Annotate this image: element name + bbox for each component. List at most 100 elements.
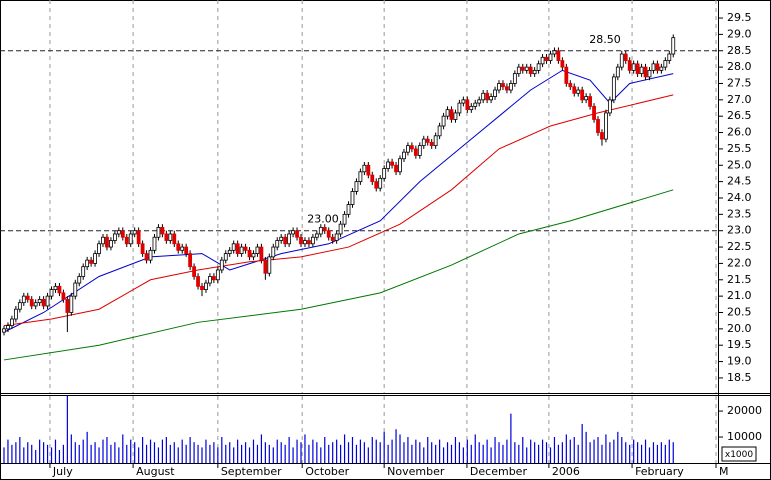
y-tick-label: 21.5	[727, 273, 752, 286]
candle-body	[596, 119, 600, 133]
candle-body	[295, 230, 299, 238]
candle-body	[417, 145, 422, 156]
candle-body	[528, 66, 533, 75]
candle-body	[45, 295, 50, 307]
candle-body	[184, 246, 189, 255]
candle-body	[188, 253, 193, 268]
candle-body	[136, 230, 141, 245]
volume-bar	[268, 444, 270, 463]
candle-body	[532, 69, 537, 75]
volume-bar	[86, 431, 88, 463]
candle-body	[390, 161, 394, 166]
volume-bar	[450, 444, 453, 463]
candle-body	[386, 161, 391, 169]
candle-body	[33, 302, 38, 307]
volume-bar	[58, 450, 61, 463]
volume-bar	[46, 444, 49, 463]
candle-body	[275, 240, 280, 248]
volume-bar	[589, 442, 591, 463]
volume-bar	[229, 442, 231, 463]
volume-bar	[625, 442, 627, 463]
candle-body	[350, 191, 355, 205]
y-tick-label: 22.5	[727, 240, 752, 253]
candle-body	[132, 230, 137, 235]
candle-body	[461, 99, 466, 104]
volume-bar	[252, 439, 255, 463]
y-tick-label: 19.0	[727, 355, 752, 368]
y-tick-label: 24.5	[727, 175, 752, 188]
volume-bar	[66, 395, 68, 463]
volume-bar	[561, 442, 563, 463]
volume-bar	[300, 442, 302, 463]
candle-body	[457, 102, 462, 114]
candle-body	[180, 246, 185, 251]
candle-body	[600, 132, 604, 140]
candle-body	[655, 63, 660, 71]
candle-body	[29, 299, 34, 307]
candle-body	[409, 145, 414, 150]
candle-body	[25, 295, 30, 300]
candle-body	[382, 168, 387, 179]
volume-bar	[43, 442, 45, 463]
candle-body	[156, 227, 161, 238]
candle-body	[607, 99, 612, 114]
candle-body	[124, 236, 129, 245]
volume-bar	[39, 439, 41, 463]
candle-body	[299, 236, 303, 245]
volume-bar	[557, 444, 560, 463]
candle-body	[208, 276, 212, 284]
volume-bar	[185, 444, 187, 463]
volume-bar	[94, 442, 96, 463]
x-tick-label: 2006	[552, 465, 580, 478]
volume-bar	[486, 439, 488, 463]
candle-body	[354, 181, 359, 192]
volume-bar	[260, 434, 263, 463]
candle-body	[493, 89, 497, 97]
volume-bar	[153, 442, 156, 463]
volume-bar	[648, 447, 651, 463]
volume-bar	[54, 439, 57, 463]
candle-body	[623, 53, 628, 61]
candle-body	[667, 53, 672, 61]
unit-label: x1000	[725, 450, 754, 460]
annotation-label: 28.50	[589, 33, 621, 46]
candle-body	[441, 115, 446, 127]
candle-body	[287, 233, 292, 245]
volume-bar	[585, 431, 587, 463]
volume-bar	[78, 444, 80, 463]
volume-bar	[15, 442, 17, 463]
volume-bar	[205, 439, 207, 463]
volume-bar	[138, 447, 140, 463]
volume-bar	[343, 434, 346, 463]
volume-bar	[114, 442, 116, 463]
y-tick-label: 24.0	[727, 191, 752, 204]
candle-body	[97, 243, 101, 255]
volume-bar	[7, 439, 9, 463]
volume-bar	[458, 442, 461, 463]
volume-bar	[538, 444, 540, 463]
y-tick-label: 20.5	[727, 305, 752, 318]
candle-body	[465, 99, 470, 111]
volume-bar	[173, 442, 175, 463]
volume-bar	[304, 434, 306, 463]
candle-body	[615, 66, 620, 78]
candle-body	[453, 112, 458, 120]
volume-bar	[118, 447, 120, 463]
volume-bar	[324, 437, 326, 463]
candle-body	[406, 145, 410, 153]
volume-bar	[209, 444, 211, 463]
candle-body	[215, 269, 220, 281]
candle-body	[544, 56, 549, 61]
candle-body	[112, 233, 117, 241]
candle-body	[164, 233, 169, 241]
volume-bar	[347, 442, 350, 463]
volume-bar	[225, 444, 227, 463]
candle-body	[366, 164, 371, 176]
volume-bar	[102, 439, 104, 463]
candle-body	[263, 259, 268, 274]
volume-bar	[431, 442, 433, 463]
candle-body	[69, 295, 74, 313]
candle-body	[2, 328, 6, 333]
volume-bar	[490, 447, 492, 463]
volume-bar	[526, 447, 528, 463]
